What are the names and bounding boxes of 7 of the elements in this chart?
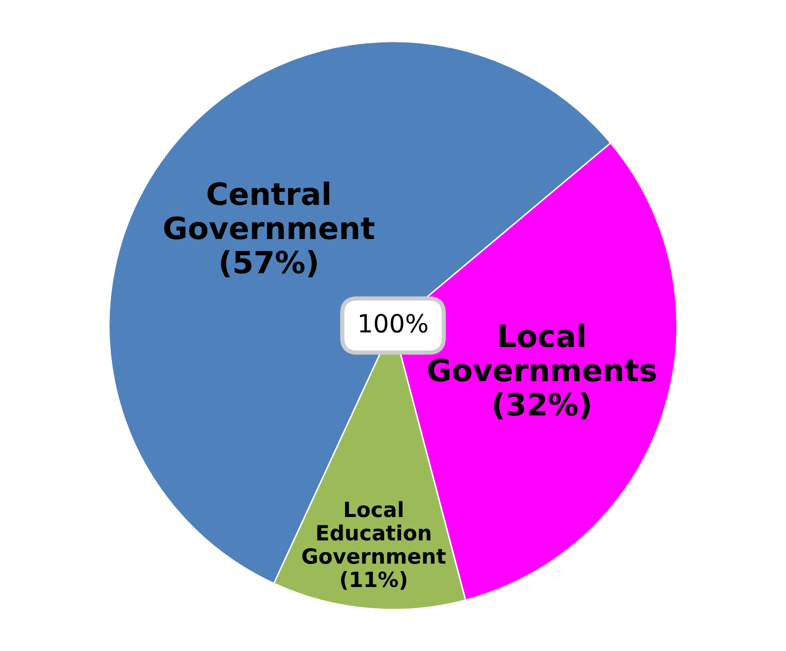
data-label: (11%) (341, 571, 406, 590)
data-label: (57%) (220, 250, 317, 278)
slice-label: Central Government (164, 182, 374, 240)
text: 100% (360, 314, 428, 333)
data-label: (32%) (494, 392, 590, 420)
slice-label: Local Governments (428, 324, 656, 382)
slice-label: Local Education Government (302, 501, 446, 564)
